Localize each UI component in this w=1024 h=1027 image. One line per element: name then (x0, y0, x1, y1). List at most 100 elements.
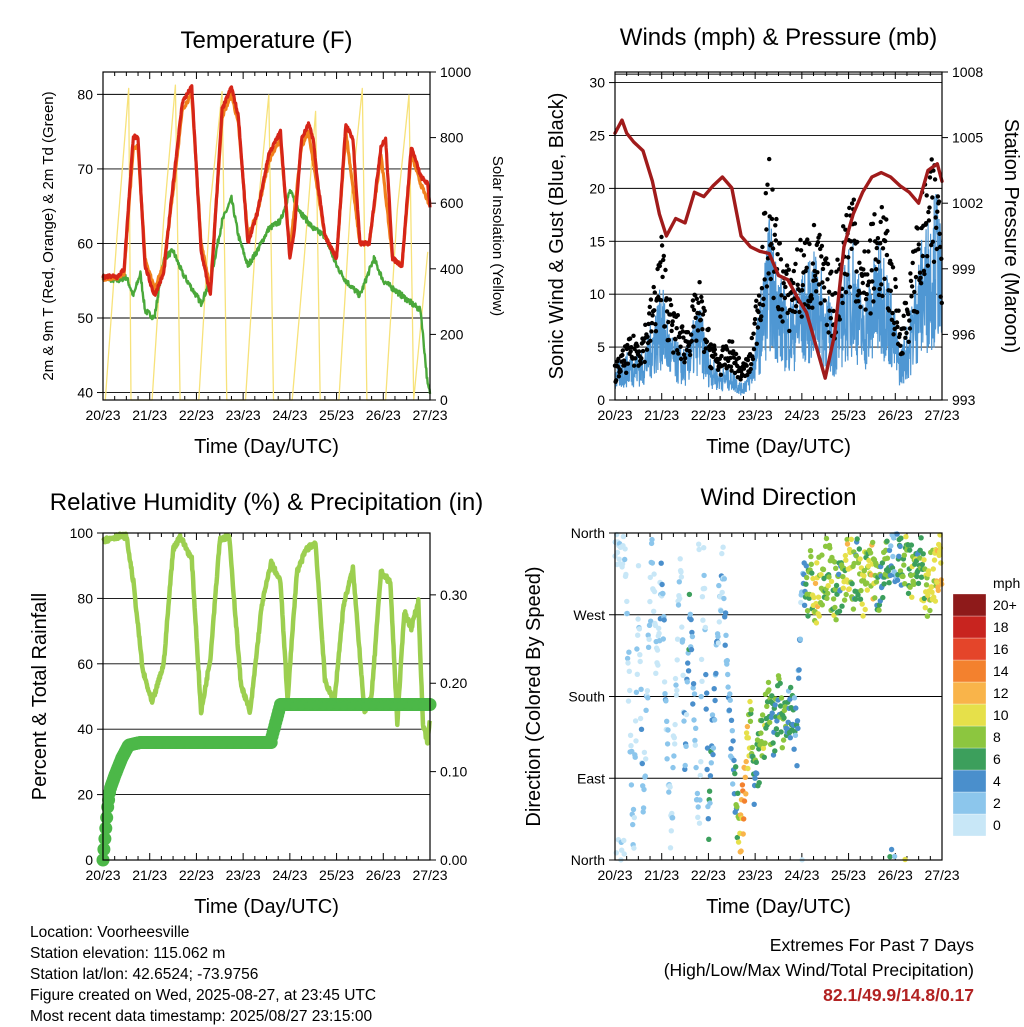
gust-point (748, 366, 753, 372)
gust-point (893, 277, 898, 282)
direction-point (619, 847, 625, 853)
direction-point (697, 797, 703, 803)
y-tick-label: 0 (85, 852, 93, 868)
direction-point (855, 592, 861, 598)
colorbar-label: 2 (993, 795, 1001, 811)
x-tick-label: 22/23 (179, 867, 214, 883)
gust-point (724, 347, 730, 352)
gust-point (817, 232, 822, 238)
gust-point (786, 267, 791, 272)
gust-point (931, 259, 937, 264)
direction-point (857, 596, 864, 602)
gust-point (847, 205, 852, 211)
gust-point (704, 339, 710, 344)
direction-point (739, 782, 746, 788)
direction-point (924, 613, 931, 619)
gust-point (653, 322, 658, 327)
gust-point (835, 257, 840, 262)
gust-point (908, 271, 913, 276)
gust-point (691, 324, 696, 329)
y2-tick-label: 200 (440, 326, 464, 342)
direction-point (778, 729, 784, 735)
direction-point (934, 579, 940, 586)
direction-point (705, 816, 711, 822)
gust-point (752, 321, 757, 326)
direction-point (734, 834, 740, 841)
gust-point (918, 281, 924, 286)
colorbar-label: 14 (993, 663, 1009, 679)
gust-point (918, 275, 923, 280)
gust-point (929, 157, 934, 162)
direction-point (701, 585, 708, 592)
direction-point (643, 756, 649, 762)
direction-point (870, 539, 876, 546)
direction-point (914, 573, 920, 580)
gust-point (810, 261, 816, 266)
direction-point (621, 851, 627, 857)
x-tick-label: 21/23 (644, 867, 679, 883)
y2-tick-label: 600 (440, 195, 464, 211)
sonic-wind-line (614, 193, 943, 396)
gust-point (766, 271, 771, 276)
gust-point (901, 313, 906, 318)
gust-point (620, 348, 625, 353)
direction-point (846, 586, 852, 592)
winds-pressure-panel: 0 5 10 15 20 25 30 993 996 999 1002 1005 1008 20/23 21… (546, 24, 1022, 458)
gust-point (801, 253, 807, 258)
gust-point (628, 349, 633, 354)
y-tick-label: 80 (77, 590, 93, 606)
gust-point (649, 329, 654, 334)
direction-point (795, 725, 801, 731)
gust-point (913, 274, 919, 280)
x-tick-label: 23/23 (738, 407, 773, 423)
direction-point (696, 546, 702, 553)
direction-point (666, 789, 672, 795)
y2-tick-label: 400 (440, 261, 464, 277)
direction-point (668, 828, 674, 834)
direction-point (923, 582, 930, 588)
direction-point (662, 691, 668, 697)
gust-point (880, 246, 886, 251)
gust-point (798, 237, 803, 243)
gust-point (895, 324, 900, 330)
gust-point (878, 219, 883, 225)
gust-point (770, 187, 775, 192)
direction-point (699, 594, 706, 600)
direction-point (724, 657, 730, 664)
y-axis-label: Direction (Colored By Speed) (523, 566, 545, 826)
direction-point (849, 581, 855, 587)
direction-point (932, 598, 939, 604)
gust-point (763, 210, 768, 216)
direction-points (612, 531, 945, 863)
gust-point (618, 369, 623, 374)
gust-point (868, 311, 873, 316)
solar-insolation-line (104, 84, 429, 401)
direction-point (651, 571, 657, 577)
direction-point (840, 574, 846, 580)
direction-point (664, 756, 670, 762)
gust-point (925, 263, 930, 268)
gust-point (906, 311, 911, 317)
gust-point (879, 205, 884, 210)
gust-point (669, 328, 674, 334)
direction-point (635, 632, 641, 638)
direction-point (774, 731, 780, 738)
gust-point (809, 293, 814, 298)
gust-point (779, 307, 785, 312)
direction-point (905, 590, 912, 597)
direction-point (721, 595, 727, 602)
gust-point (647, 304, 652, 310)
x-tick-label: 26/23 (878, 407, 913, 423)
plot-frame (102, 532, 431, 861)
direction-point (743, 791, 749, 797)
gust-point (870, 221, 876, 226)
y2-tick-label: 1005 (952, 130, 983, 146)
direction-point (633, 738, 639, 744)
gust-point (795, 282, 800, 287)
x-tick-label: 27/23 (924, 407, 959, 423)
direction-point (844, 541, 851, 547)
extremes-subtitle: (High/Low/Max Wind/Total Precipitation) (663, 960, 974, 980)
gust-point (807, 241, 812, 247)
direction-point (695, 814, 701, 820)
gust-point (756, 293, 762, 298)
